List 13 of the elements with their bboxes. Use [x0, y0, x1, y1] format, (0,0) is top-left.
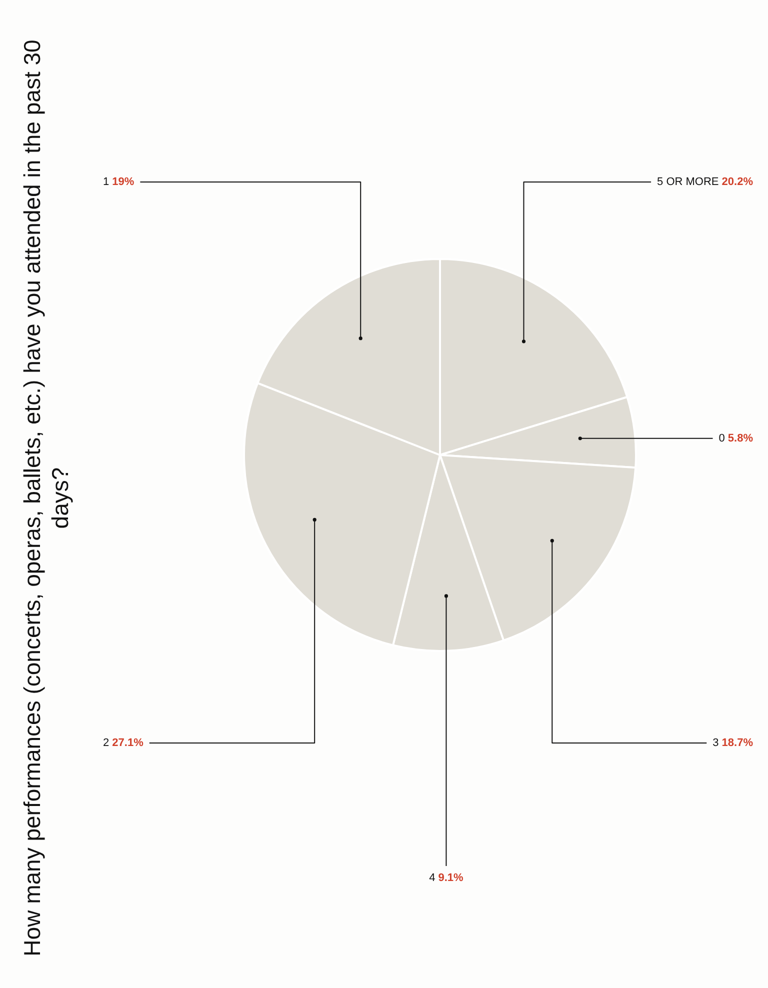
text: How many performances (concerts, operas, ballets, etc.) have you attended in the past 30 days? — [18, 38, 74, 958]
data-label: 19% — [112, 176, 134, 188]
slice-label: 1 — [103, 176, 112, 188]
slice-label: 0 — [718, 432, 728, 444]
data-label: 9.1% — [438, 872, 464, 884]
slice-label: 4 — [429, 872, 438, 884]
data-label: 27.1% — [112, 737, 144, 750]
data-label: 20.2% — [722, 176, 754, 188]
slice-label: 3 — [712, 737, 722, 750]
slice-label: 5 OR MORE — [657, 176, 722, 188]
data-label: 18.7% — [722, 737, 754, 750]
slice-label: 2 — [103, 737, 112, 750]
data-label: 5.8% — [728, 432, 754, 444]
